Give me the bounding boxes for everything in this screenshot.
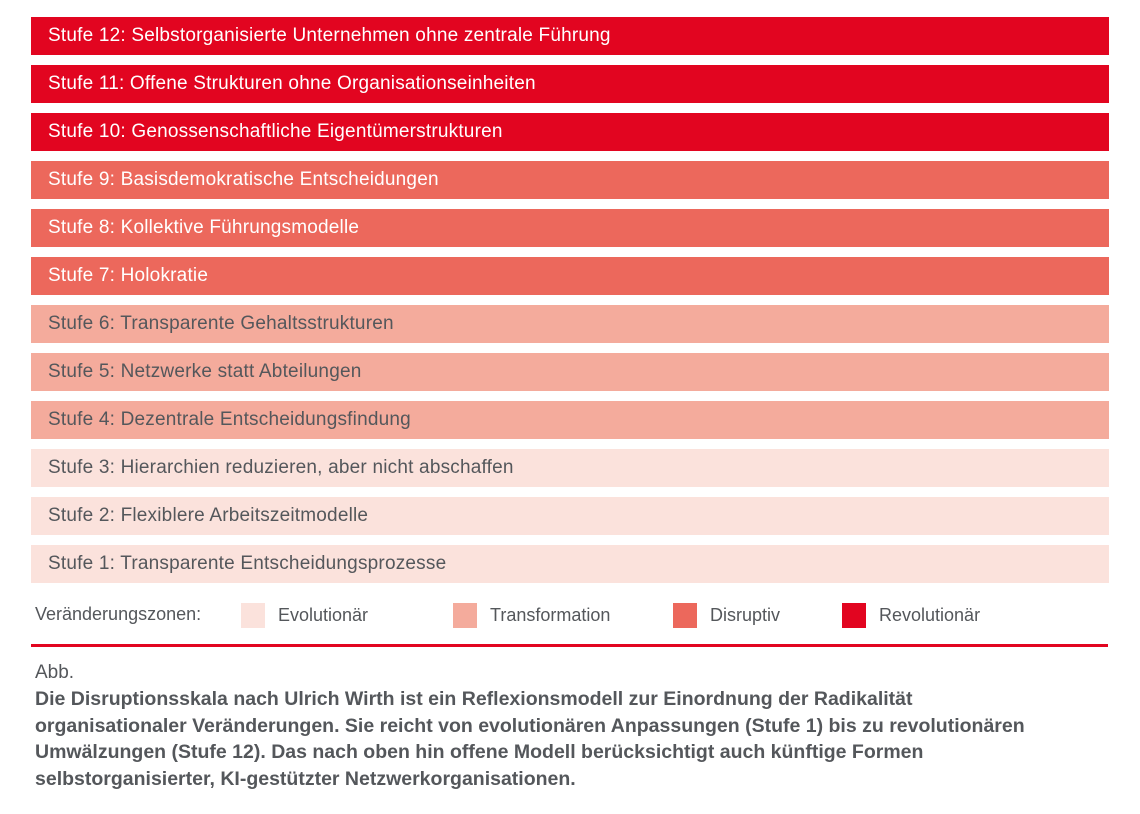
stufe-bar-label: Stufe 8: Kollektive Führungsmodelle bbox=[48, 217, 360, 238]
stufe-bar-label: Stufe 11: Offene Strukturen ohne Organis… bbox=[48, 73, 536, 94]
legend-item-label: Disruptiv bbox=[710, 604, 781, 625]
legend-item-label: Transformation bbox=[490, 604, 611, 625]
stufe-bar-label: Stufe 3: Hierarchien reduzieren, aber ni… bbox=[48, 457, 514, 478]
legend-item-transformation: Transformation bbox=[453, 600, 610, 630]
stufe-bar-6: Stufe 6: Transparente Gehaltsstrukturen bbox=[31, 305, 1109, 343]
caption-prefix: Abb. bbox=[35, 662, 75, 683]
stufe-bar-4: Stufe 4: Dezentrale Entscheidungsfindung bbox=[31, 401, 1109, 439]
stufe-bar-label: Stufe 5: Netzwerke statt Abteilungen bbox=[48, 361, 362, 382]
stufen-bars: Stufe 12: Selbstorganisierte Unternehmen… bbox=[31, 17, 1109, 593]
legend-title: Veränderungszonen: bbox=[35, 604, 202, 624]
stufe-bar-label: Stufe 6: Transparente Gehaltsstrukturen bbox=[48, 313, 394, 334]
stufe-bar-3: Stufe 3: Hierarchien reduzieren, aber ni… bbox=[31, 449, 1109, 487]
legend-item-evolutionaer: Evolutionär bbox=[241, 600, 368, 630]
stufe-bar-8: Stufe 8: Kollektive Führungsmodelle bbox=[31, 209, 1109, 247]
legend-item-disruptiv: Disruptiv bbox=[673, 600, 780, 630]
legend-item-revolutionaer: Revolutionär bbox=[842, 600, 980, 630]
stufe-bar-12: Stufe 12: Selbstorganisierte Unternehmen… bbox=[31, 17, 1109, 55]
legend-item-label: Evolutionär bbox=[278, 604, 369, 625]
stufe-bar-11: Stufe 11: Offene Strukturen ohne Organis… bbox=[31, 65, 1109, 103]
stufe-bar-5: Stufe 5: Netzwerke statt Abteilungen bbox=[31, 353, 1109, 391]
stufe-bar-7: Stufe 7: Holokratie bbox=[31, 257, 1109, 295]
caption-text: Die Disruptionsskala nach Ulrich Wirth i… bbox=[35, 688, 1025, 790]
stufe-bar-label: Stufe 2: Flexiblere Arbeitszeitmodelle bbox=[48, 505, 369, 526]
stufe-bar-9: Stufe 9: Basisdemokratische Entscheidung… bbox=[31, 161, 1109, 199]
stufe-bar-10: Stufe 10: Genossenschaftliche Eigentümer… bbox=[31, 113, 1109, 151]
stufe-bar-2: Stufe 2: Flexiblere Arbeitszeitmodelle bbox=[31, 497, 1109, 535]
legend-item-label: Revolutionär bbox=[879, 604, 981, 625]
evolutionaer-color-swatch bbox=[241, 602, 265, 628]
stufe-bar-label: Stufe 9: Basisdemokratische Entscheidung… bbox=[48, 169, 439, 190]
legend: Veränderungszonen: Evolutionär Transform… bbox=[0, 600, 1140, 630]
stufe-bar-label: Stufe 7: Holokratie bbox=[48, 265, 209, 286]
stufe-bar-label: Stufe 4: Dezentrale Entscheidungsfindung bbox=[48, 409, 411, 430]
disruptiv-color-swatch bbox=[673, 602, 697, 628]
figure-caption: Abb. Die Disruptionsskala nach Ulrich Wi… bbox=[35, 659, 1045, 792]
divider-line bbox=[31, 644, 1108, 647]
stufe-bar-label: Stufe 10: Genossenschaftliche Eigentümer… bbox=[48, 121, 503, 142]
stufe-bar-1: Stufe 1: Transparente Entscheidungsproze… bbox=[31, 545, 1109, 583]
transformation-color-swatch bbox=[453, 602, 477, 628]
stufe-bar-label: Stufe 12: Selbstorganisierte Unternehmen… bbox=[48, 25, 611, 46]
stufe-bar-label: Stufe 1: Transparente Entscheidungsproze… bbox=[48, 553, 447, 574]
revolutionaer-color-swatch bbox=[842, 602, 866, 628]
